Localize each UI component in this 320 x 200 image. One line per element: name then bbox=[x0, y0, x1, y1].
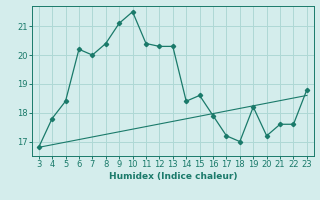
X-axis label: Humidex (Indice chaleur): Humidex (Indice chaleur) bbox=[108, 172, 237, 181]
